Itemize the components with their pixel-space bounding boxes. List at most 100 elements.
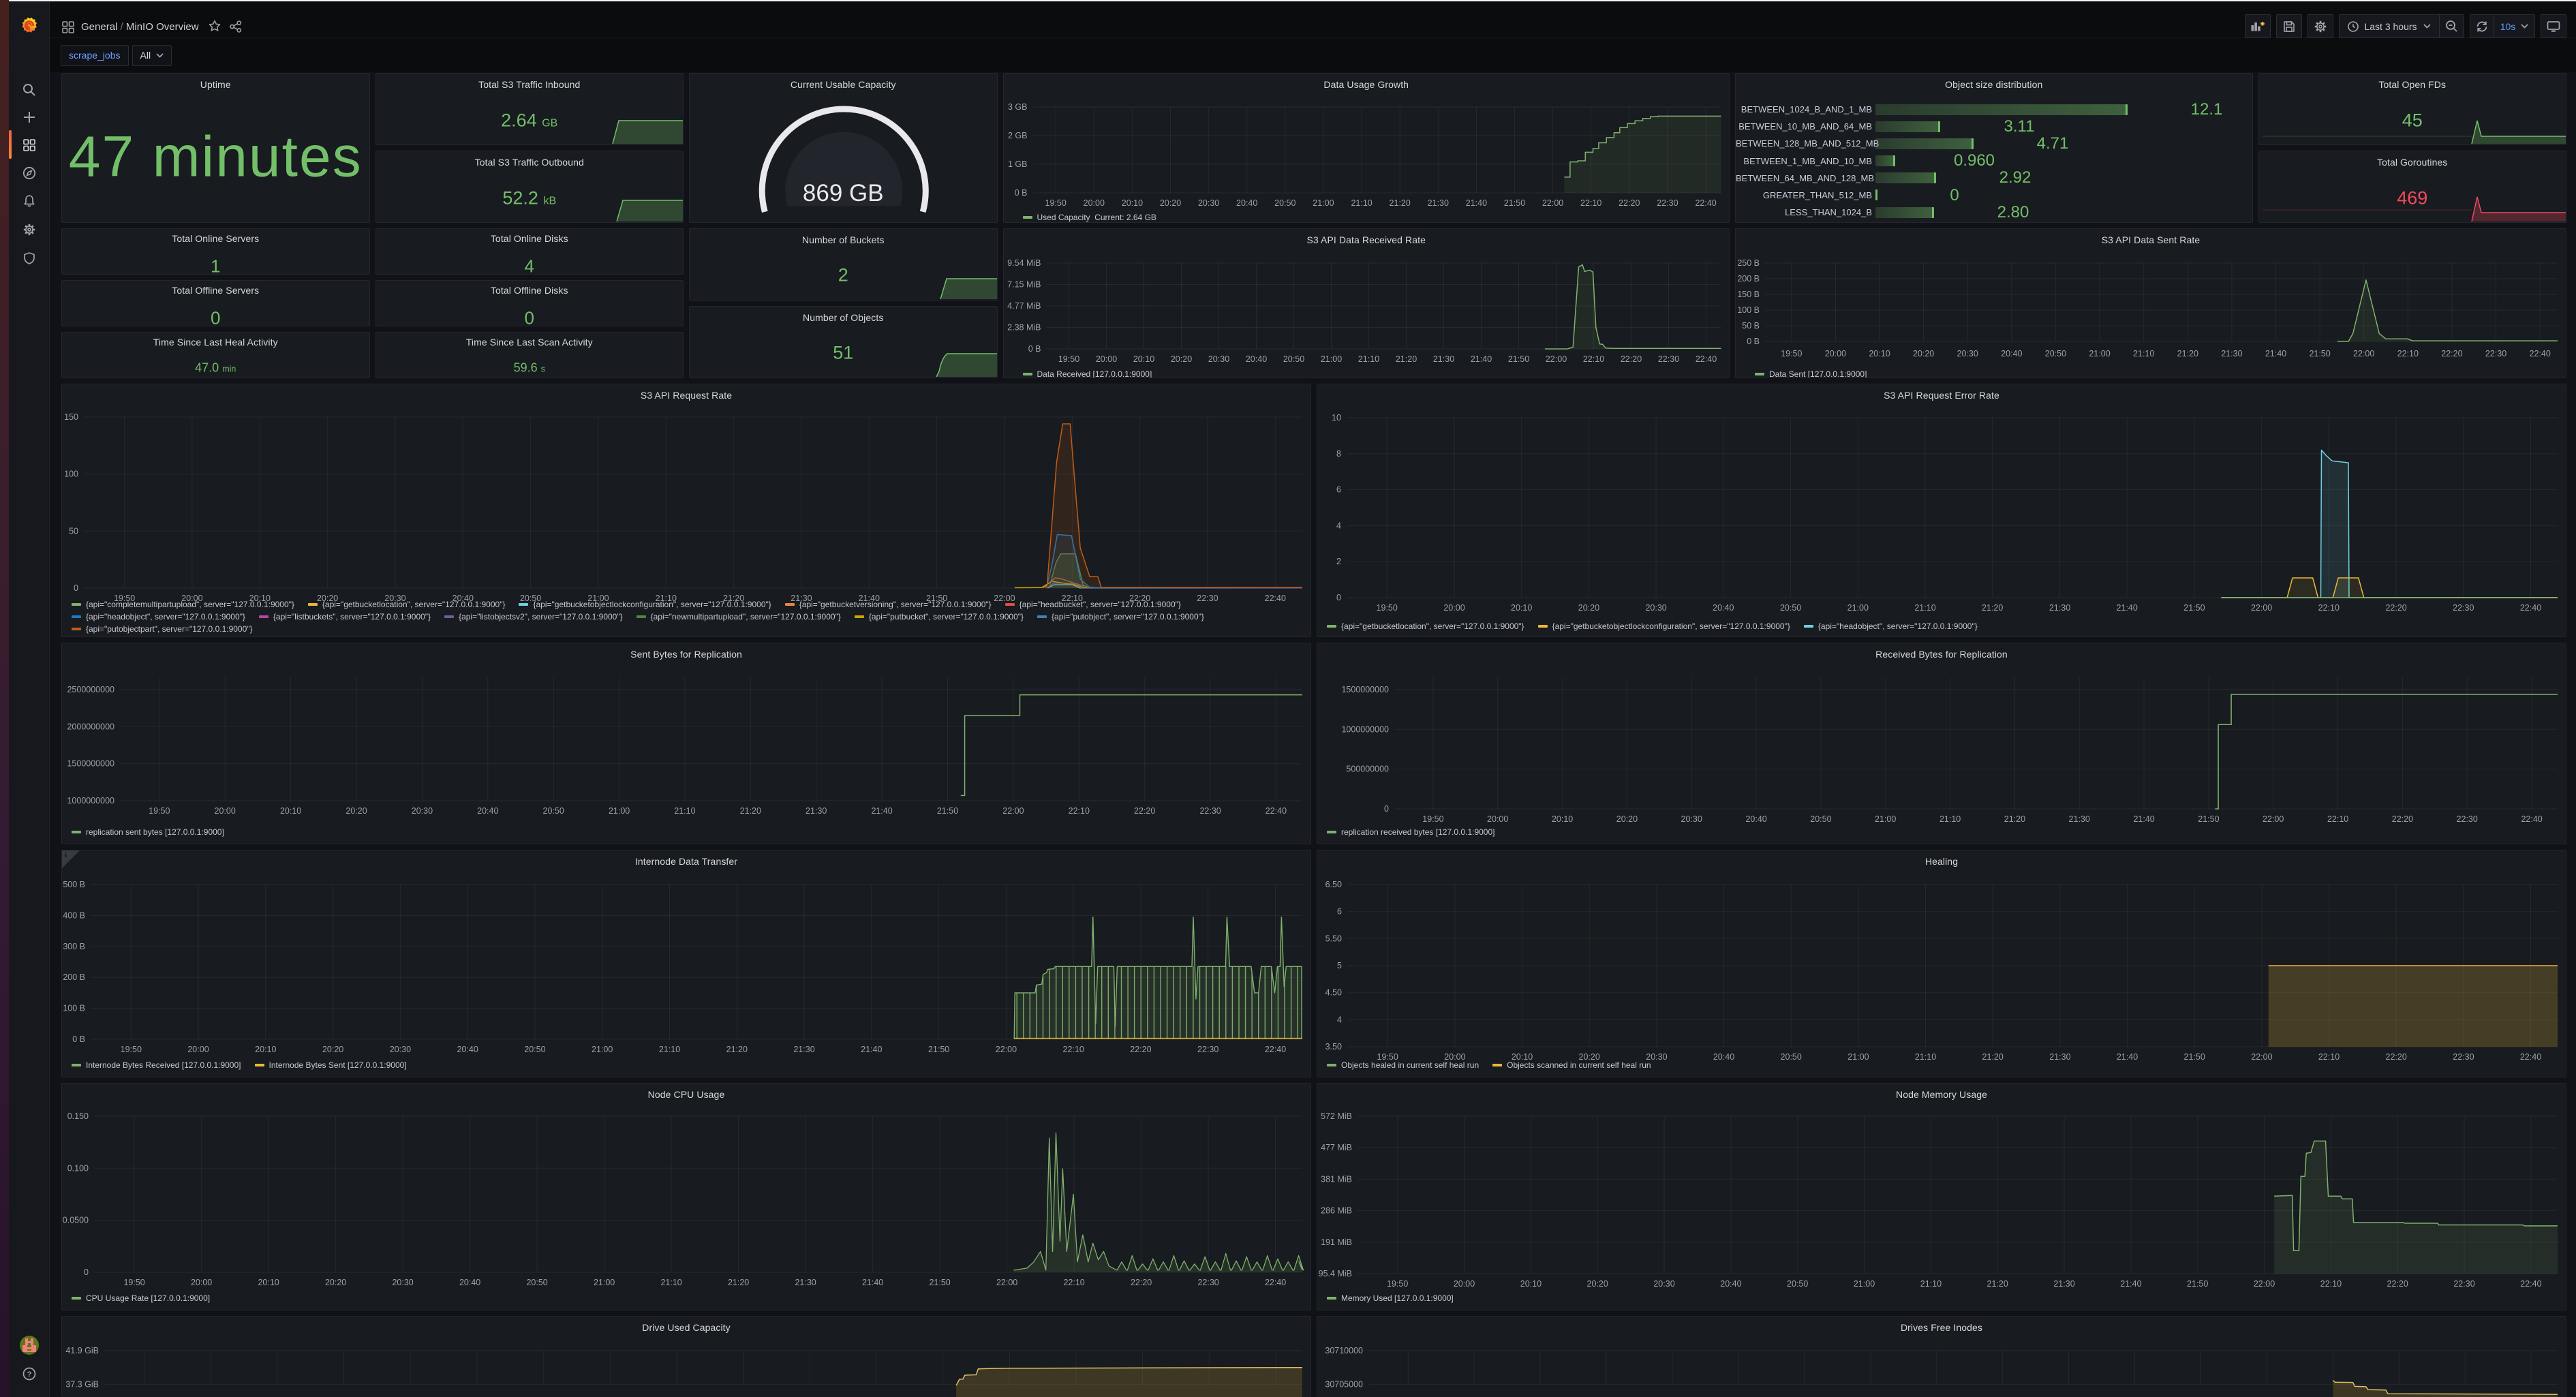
svg-text:20:00: 20:00 (215, 806, 236, 816)
svg-text:20:50: 20:50 (1787, 1279, 1808, 1289)
svg-text:20:10: 20:10 (249, 594, 271, 603)
svg-text:21:40: 21:40 (871, 806, 892, 816)
svg-text:21:00: 21:00 (1313, 198, 1334, 208)
svg-text:22:40: 22:40 (1266, 806, 1287, 816)
svg-text:21:00: 21:00 (2089, 349, 2110, 358)
svg-text:20:20: 20:20 (325, 1278, 346, 1287)
svg-text:4: 4 (1336, 521, 1341, 530)
svg-text:286 MiB: 286 MiB (1321, 1206, 1352, 1216)
svg-text:20:40: 20:40 (1720, 1279, 1741, 1289)
svg-text:22:10: 22:10 (2327, 814, 2348, 824)
svg-text:21:10: 21:10 (674, 806, 695, 816)
svg-text:20:20: 20:20 (1913, 349, 1934, 358)
svg-text:21:50: 21:50 (2184, 1052, 2205, 1062)
svg-text:0 B: 0 B (1747, 337, 1760, 346)
svg-text:20:30: 20:30 (1653, 1279, 1674, 1289)
svg-text:477 MiB: 477 MiB (1321, 1143, 1352, 1152)
svg-text:22:20: 22:20 (1129, 594, 1150, 603)
svg-text:50: 50 (69, 526, 78, 536)
svg-text:0: 0 (1384, 804, 1389, 814)
svg-text:21:20: 21:20 (1982, 603, 2003, 613)
svg-text:22:40: 22:40 (2521, 814, 2542, 824)
svg-text:5.50: 5.50 (1325, 934, 1342, 943)
svg-text:21:20: 21:20 (726, 1045, 748, 1054)
svg-text:500000000: 500000000 (1346, 765, 1389, 774)
svg-text:22:10: 22:10 (1063, 1045, 1084, 1054)
svg-text:22:30: 22:30 (1657, 354, 1678, 364)
svg-text:19:50: 19:50 (121, 1045, 142, 1054)
svg-text:0: 0 (84, 1268, 89, 1277)
svg-text:22:00: 22:00 (2254, 1279, 2275, 1289)
svg-text:21:00: 21:00 (594, 1278, 615, 1287)
svg-text:20:00: 20:00 (181, 594, 202, 603)
svg-text:22:20: 22:20 (2385, 603, 2406, 613)
svg-text:100 B: 100 B (63, 1004, 85, 1013)
svg-text:21:40: 21:40 (2117, 1052, 2138, 1062)
svg-text:22:40: 22:40 (2520, 1052, 2541, 1062)
svg-text:21:50: 21:50 (1507, 354, 1529, 364)
svg-text:20:10: 20:10 (1869, 349, 1890, 358)
svg-text:21:10: 21:10 (2133, 349, 2154, 358)
svg-text:20:20: 20:20 (317, 594, 338, 603)
svg-text:4: 4 (1337, 1015, 1342, 1024)
svg-text:22:00: 22:00 (1542, 198, 1563, 208)
svg-text:21:30: 21:30 (2049, 1052, 2070, 1062)
svg-text:1500000000: 1500000000 (1341, 685, 1389, 694)
svg-text:19:50: 19:50 (1377, 1052, 1398, 1062)
svg-text:22:20: 22:20 (1130, 1045, 1151, 1054)
svg-text:20:30: 20:30 (390, 1045, 411, 1054)
svg-text:22:00: 22:00 (1545, 354, 1566, 364)
svg-text:21:00: 21:00 (1875, 814, 1896, 824)
svg-text:19:50: 19:50 (1377, 603, 1398, 613)
svg-text:8: 8 (1336, 449, 1341, 459)
svg-text:19:50: 19:50 (1781, 349, 1802, 358)
svg-text:21:50: 21:50 (2183, 603, 2205, 613)
svg-text:22:20: 22:20 (1134, 806, 1155, 816)
svg-text:22:00: 22:00 (994, 594, 1015, 603)
svg-text:30710000: 30710000 (1325, 1346, 1363, 1355)
svg-text:20:40: 20:40 (1236, 198, 1257, 208)
svg-text:20:00: 20:00 (1083, 198, 1104, 208)
svg-text:22:30: 22:30 (1197, 1045, 1218, 1054)
svg-text:20:20: 20:20 (1159, 198, 1180, 208)
svg-text:7.15 MiB: 7.15 MiB (1007, 280, 1041, 290)
svg-text:400 B: 400 B (63, 910, 85, 920)
svg-text:21:30: 21:30 (791, 594, 812, 603)
svg-text:22:00: 22:00 (1002, 806, 1024, 816)
svg-text:500 B: 500 B (63, 880, 85, 889)
svg-text:41.9 GiB: 41.9 GiB (65, 1346, 99, 1355)
svg-text:19:50: 19:50 (114, 594, 135, 603)
svg-text:22:20: 22:20 (1131, 1278, 1152, 1287)
svg-text:22:10: 22:10 (2397, 349, 2419, 358)
svg-text:21:30: 21:30 (806, 806, 827, 816)
svg-text:22:30: 22:30 (2453, 603, 2474, 613)
svg-text:20:10: 20:10 (1121, 198, 1142, 208)
svg-text:20:20: 20:20 (322, 1045, 343, 1054)
svg-text:19:50: 19:50 (1045, 198, 1066, 208)
svg-text:21:20: 21:20 (2004, 814, 2025, 824)
svg-text:20:50: 20:50 (1274, 198, 1295, 208)
svg-text:20:10: 20:10 (1511, 603, 1532, 613)
svg-text:22:10: 22:10 (2318, 603, 2340, 613)
svg-text:0.100: 0.100 (67, 1163, 89, 1173)
svg-text:20:20: 20:20 (346, 806, 367, 816)
svg-text:21:10: 21:10 (1351, 198, 1372, 208)
svg-text:20:40: 20:40 (453, 594, 474, 603)
svg-text:22:30: 22:30 (2453, 1279, 2474, 1289)
svg-text:20:50: 20:50 (526, 1278, 547, 1287)
svg-text:22:30: 22:30 (1197, 594, 1218, 603)
svg-text:95.4 MiB: 95.4 MiB (1319, 1269, 1352, 1278)
svg-text:4.77 MiB: 4.77 MiB (1007, 301, 1041, 311)
svg-text:100: 100 (64, 470, 78, 479)
svg-text:20:10: 20:10 (1552, 814, 1573, 824)
svg-text:21:40: 21:40 (2117, 603, 2138, 613)
svg-text:2.38 MiB: 2.38 MiB (1007, 323, 1041, 333)
svg-text:20:50: 20:50 (1283, 354, 1304, 364)
svg-text:2500000000: 2500000000 (67, 685, 114, 694)
svg-text:22:40: 22:40 (2530, 349, 2551, 358)
svg-text:20:40: 20:40 (2001, 349, 2022, 358)
svg-text:21:00: 21:00 (1854, 1279, 1875, 1289)
svg-text:22:20: 22:20 (2386, 1052, 2407, 1062)
svg-text:20:00: 20:00 (1444, 1052, 1465, 1062)
svg-text:21:40: 21:40 (861, 1045, 882, 1054)
